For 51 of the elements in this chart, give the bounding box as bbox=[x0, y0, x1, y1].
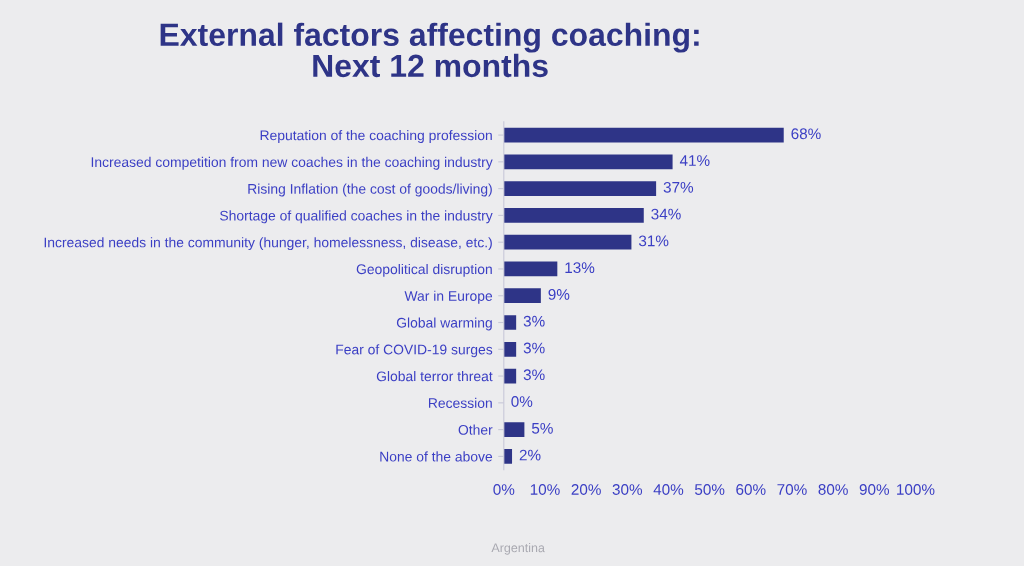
y-tick-label: Shortage of qualified coaches in the industry bbox=[220, 210, 493, 224]
bar bbox=[503, 127, 784, 143]
data-label: 3% bbox=[523, 342, 545, 354]
data-label: 9% bbox=[548, 289, 570, 300]
data-label: 13% bbox=[565, 262, 595, 274]
x-tick-label: 90% bbox=[859, 484, 890, 495]
bar bbox=[503, 422, 525, 437]
data-label: 68% bbox=[791, 128, 821, 140]
x-tick-label: 60% bbox=[736, 484, 766, 495]
y-tick-label: Rising Inflation (the cost of goods/living) bbox=[248, 183, 492, 197]
bar bbox=[503, 315, 517, 330]
data-label: 41% bbox=[679, 155, 710, 166]
y-tick-label: Reputation of the coaching profession bbox=[260, 130, 492, 143]
bar bbox=[503, 181, 657, 196]
y-tick-label: None of the above bbox=[380, 451, 493, 462]
y-tick-label: Other bbox=[458, 424, 493, 435]
x-tick-label: 20% bbox=[571, 484, 601, 495]
y-tick-label: Recession bbox=[428, 397, 492, 409]
data-label: 31% bbox=[638, 235, 669, 247]
data-label: 37% bbox=[663, 181, 694, 193]
data-label: 2% bbox=[519, 449, 541, 461]
x-tick-label: 50% bbox=[694, 484, 725, 495]
chart-title: External factors affecting coaching: Next 12 months bbox=[160, 22, 699, 78]
data-label: 0% bbox=[511, 396, 533, 407]
text: Argentina bbox=[491, 543, 545, 555]
data-label: 34% bbox=[651, 208, 681, 220]
x-tick-label: 100% bbox=[897, 484, 935, 495]
x-tick-label: 30% bbox=[612, 484, 643, 495]
data-label: 5% bbox=[531, 422, 553, 434]
data-label: 3% bbox=[523, 369, 545, 381]
data-label: 3% bbox=[523, 315, 545, 327]
bar bbox=[503, 341, 517, 357]
y-tick-label: Geopolitical disruption bbox=[356, 263, 492, 277]
x-tick-label: 70% bbox=[777, 484, 807, 495]
y-tick-label: Global warming bbox=[396, 317, 492, 331]
y-tick-label: War in Europe bbox=[404, 290, 493, 304]
bar bbox=[503, 368, 517, 384]
x-tick-label: 10% bbox=[530, 484, 560, 495]
bar bbox=[503, 261, 558, 277]
bar bbox=[503, 288, 541, 304]
y-tick-label: Increased needs in the community (hunger, homelessness, disease, etc.) bbox=[44, 237, 492, 251]
bar bbox=[503, 449, 513, 464]
bar bbox=[503, 208, 644, 223]
y-tick-label: Global terror threat bbox=[376, 371, 493, 382]
y-tick-label: Fear of COVID-19 surges bbox=[336, 344, 493, 358]
y-tick-label: Increased competition from new coaches in the coaching industry bbox=[91, 156, 493, 170]
bar bbox=[503, 154, 673, 170]
x-tick-label: 0% bbox=[493, 484, 515, 495]
bar bbox=[503, 234, 632, 250]
x-tick-label: 80% bbox=[818, 484, 848, 495]
x-tick-label: 40% bbox=[653, 484, 684, 495]
